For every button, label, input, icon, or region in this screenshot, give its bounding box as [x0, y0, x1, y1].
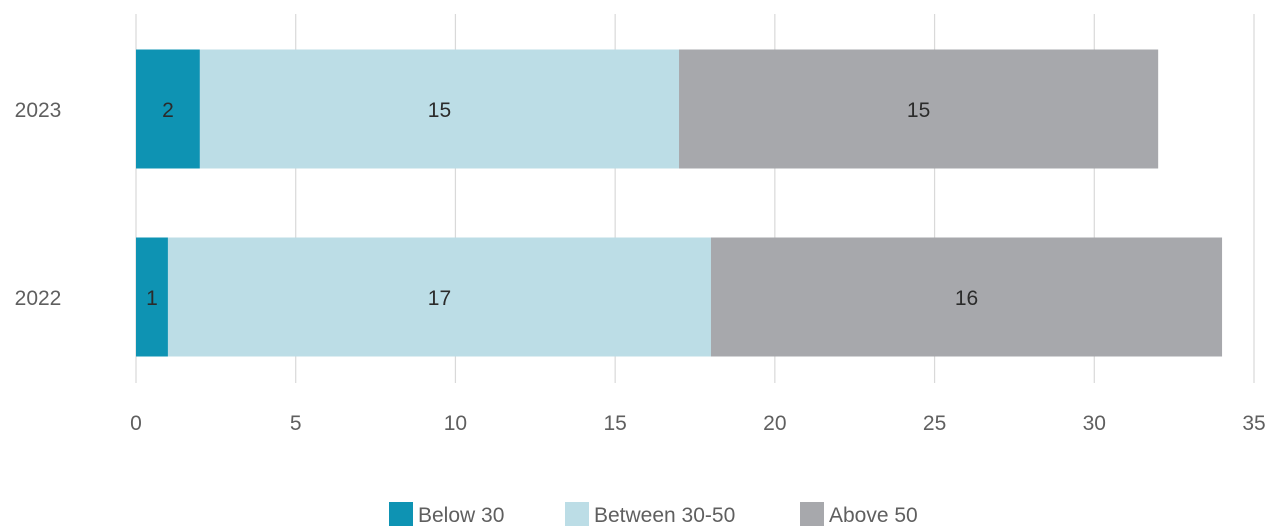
- data-labels: 2 15 15 1 17 16: [146, 99, 978, 310]
- x-tick-label: 0: [130, 412, 142, 435]
- bar-segment: [167, 237, 711, 357]
- bar-segment: [679, 49, 1159, 169]
- data-label: 1: [146, 287, 158, 310]
- y-tick-label: 2022: [15, 287, 62, 310]
- legend-label: Above 50: [829, 504, 918, 527]
- legend-swatch: [565, 502, 589, 526]
- x-tick-label: 10: [444, 412, 467, 435]
- bars: [136, 49, 1223, 357]
- data-label: 15: [428, 99, 451, 122]
- x-tick-label: 30: [1083, 412, 1106, 435]
- bar-segment: [136, 237, 168, 357]
- bar-segment: [710, 237, 1223, 357]
- data-label: 15: [907, 99, 930, 122]
- data-label: 2: [162, 99, 174, 122]
- legend-label: Between 30-50: [594, 504, 735, 527]
- legend-swatch: [389, 502, 413, 526]
- y-tick-label: 2023: [15, 99, 62, 122]
- bar-segment: [136, 49, 200, 169]
- x-tick-label: 35: [1242, 412, 1265, 435]
- legend: Below 30 Between 30-50 Above 50: [389, 502, 918, 527]
- x-tick-label: 20: [763, 412, 786, 435]
- bar-segment: [199, 49, 680, 169]
- y-axis-ticks: 2023 2022: [15, 99, 62, 310]
- data-label: 17: [428, 287, 451, 310]
- legend-label: Below 30: [418, 504, 504, 527]
- x-tick-label: 25: [923, 412, 946, 435]
- legend-swatch: [800, 502, 824, 526]
- x-tick-label: 5: [290, 412, 302, 435]
- x-tick-label: 15: [603, 412, 626, 435]
- x-axis-ticks: 0 5 10 15 20 25 30 35: [130, 412, 1266, 435]
- data-label: 16: [955, 287, 978, 310]
